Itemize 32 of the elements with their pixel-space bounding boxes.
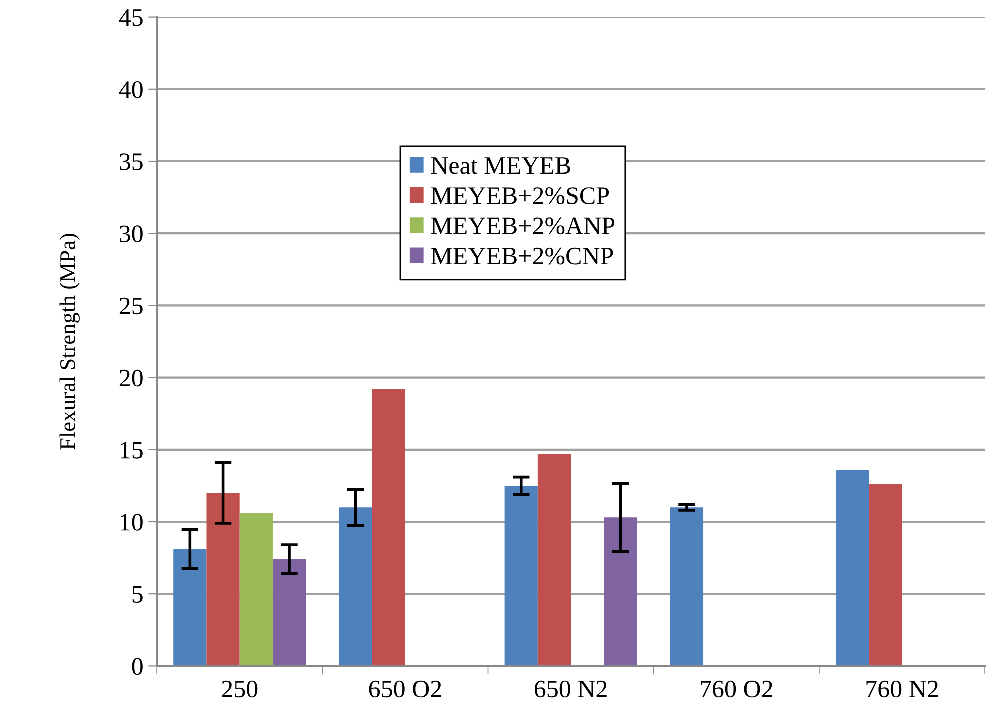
y-tick-label: 45 (119, 10, 143, 26)
bar (670, 508, 704, 666)
y-axis-title: Flexural Strength (MPa) (60, 234, 80, 450)
x-tick-label: 760 O2 (701, 680, 772, 698)
y-tick-label: 15 (121, 442, 143, 459)
bar (174, 549, 207, 666)
x-tick-label: 650 N2 (534, 680, 607, 698)
y-tick-label: 40 (119, 81, 143, 98)
y-tick-label: 30 (120, 226, 143, 243)
bar (372, 389, 406, 666)
bar (240, 513, 273, 666)
y-tick-label: 0 (132, 658, 143, 676)
y-tick-label: 20 (120, 370, 143, 387)
y-tick-label: 25 (120, 298, 143, 315)
y-tick-label: 35 (120, 154, 143, 170)
bar (538, 454, 572, 666)
bar (272, 559, 306, 666)
bar (836, 470, 870, 666)
bar (869, 484, 902, 666)
bar (504, 486, 538, 666)
legend-label: MEYEB+2%SCP (431, 188, 610, 204)
x-tick-label: 650 O2 (369, 680, 442, 698)
legend-label: Neat MEYEB (431, 158, 570, 174)
x-tick-label: 760 N2 (866, 680, 938, 698)
legend-label: MEYEB+2%ANP (431, 218, 615, 235)
bar (604, 518, 638, 666)
bar (206, 493, 240, 666)
x-tick-label: 250 (222, 680, 258, 698)
legend-label: MEYEB+2%CNP (431, 248, 614, 265)
y-tick-label: 5 (132, 586, 143, 604)
bar (339, 508, 372, 666)
y-tick-label: 10 (121, 514, 143, 531)
